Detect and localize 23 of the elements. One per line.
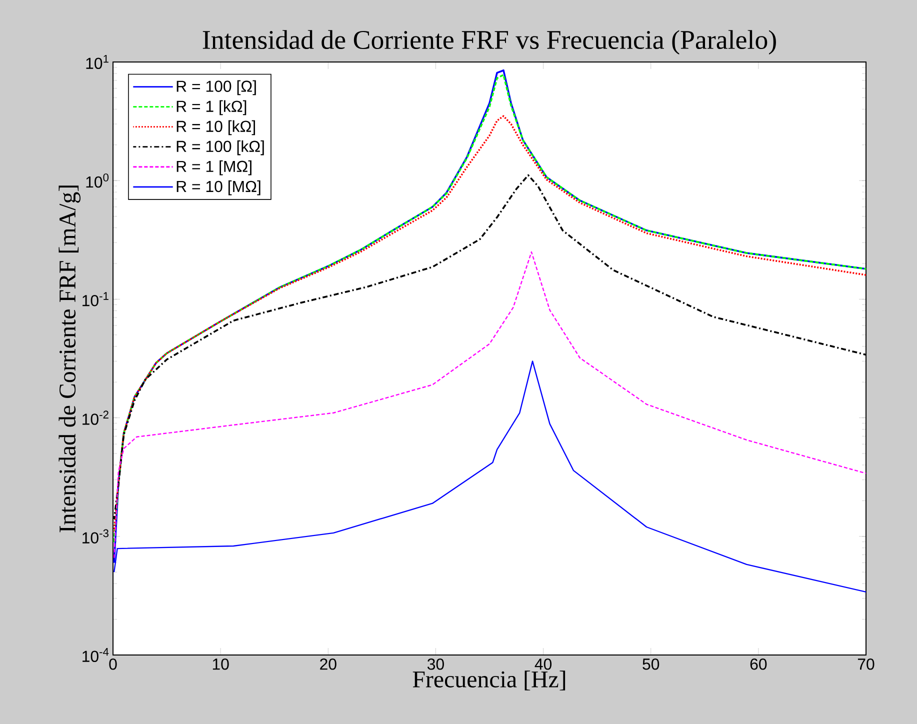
legend-label: R = 100 [Ω] [176,80,256,96]
x-tick-label: 50 [642,658,660,670]
legend-label: R = 100 [kΩ] [176,140,264,156]
legend-label: R = 1 [MΩ] [176,160,252,176]
y-tick-label: 10$^{-2}$ [82,410,108,425]
chart-title: Intensidad de Corriente FRF vs Frecuencia (Paralelo) [202,30,776,54]
x-tick-label: 70 [858,658,874,670]
y-tick-label: 10$^{-4}$ [82,648,109,662]
y-tick-label: 10$^{0}$ [86,173,109,188]
x-tick-label: 60 [750,658,767,670]
x-tick-label: 10 [212,658,229,670]
y-tick-label: 10$^{-3}$ [82,529,109,544]
x-tick-label: 0 [109,658,117,670]
x-tick-label: 20 [320,658,336,670]
y-tick-label: 10$^{1}$ [86,54,108,70]
y-axis-title: Intensidad de Corriente FRF [mA/g] [58,186,80,532]
x-tick-label: 30 [427,658,444,670]
x-tick-label: 40 [534,658,552,670]
y-tick-label: 10$^{-1}$ [82,292,108,306]
legend-label: R = 10 [MΩ] [176,180,260,196]
legend-label: R = 10 [kΩ] [176,120,255,136]
x-axis-title: Frecuencia [Hz] [412,670,566,690]
legend-label: R = 1 [kΩ] [176,100,246,116]
